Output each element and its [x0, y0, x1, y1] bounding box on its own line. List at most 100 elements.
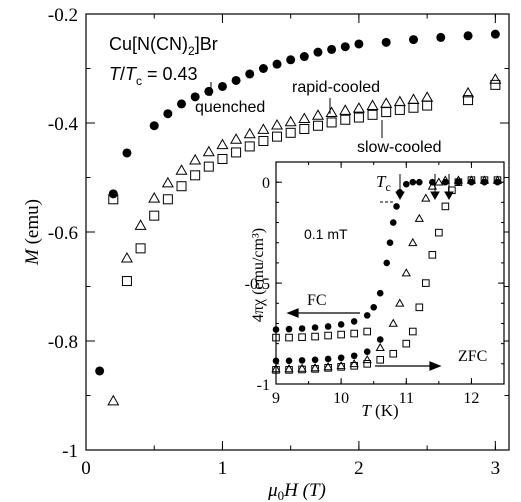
- inset-plot: 9 10 11 12 0 -0.5 -1 T (K) 4πχ (emu/cm³) 0.1 m…: [245, 161, 505, 420]
- slow-cooled-point: [337, 363, 345, 371]
- rapid-cooled-point: [352, 102, 365, 113]
- rapid-cooled-point: [120, 251, 133, 263]
- slow-cooled-point: [121, 276, 132, 287]
- slow-cooled-point: [231, 147, 242, 158]
- inset-x-tick-label: 12: [463, 390, 479, 407]
- quenched-point: [327, 44, 337, 54]
- slow-cooled-point: [285, 366, 293, 374]
- inset-frame: [275, 161, 505, 385]
- quenched-point: [258, 64, 268, 73]
- slow-cooled-point: [203, 161, 214, 172]
- quenched-annotation: quenched: [195, 99, 265, 116]
- inset-y-axis-label: 4πχ (emu/cm³): [250, 228, 267, 322]
- rapid-cooled-point: [395, 298, 405, 307]
- quenched-point: [122, 148, 132, 158]
- main-y-axis-label: M (emu): [22, 199, 43, 266]
- fc-arrow: [286, 308, 360, 318]
- rapid-cooled-point: [189, 153, 202, 165]
- rapid-cooled-point: [362, 354, 372, 364]
- rapid-cooled-point: [271, 364, 281, 373]
- rapid-cooled-point: [230, 133, 243, 144]
- quenched-point: [95, 366, 105, 376]
- slow-cooled-point: [480, 176, 489, 184]
- quenched-zfc-point: [285, 357, 293, 365]
- inset-tick-labels: 9 10 11 12 0 -0.5 -1: [245, 175, 480, 407]
- slow-cooled-point: [409, 327, 417, 336]
- main-y-tick-label: -0.2: [48, 5, 78, 26]
- slow-cooled-point: [363, 360, 371, 368]
- slow-cooled-point: [298, 365, 306, 374]
- quenched-fc-point: [376, 289, 384, 297]
- slow-cooled-point: [422, 279, 430, 287]
- slow-cooled-point: [324, 364, 332, 372]
- rapid-cooled-point: [393, 95, 406, 107]
- main-y-tick-label: -0.4: [48, 114, 79, 135]
- quenched-fc-point: [442, 178, 449, 186]
- quenched-zfc-point: [363, 348, 371, 356]
- rapid-cooled-point: [175, 164, 188, 175]
- slow-cooled-point: [367, 109, 378, 120]
- quenched-fc-point: [350, 318, 358, 325]
- quenched-fc-point: [370, 304, 378, 311]
- slow-cooled-point: [312, 120, 323, 131]
- quenched-point: [272, 59, 282, 69]
- rapid-cooled-point: [284, 115, 297, 127]
- inset-x-tick-label: 9: [272, 390, 280, 407]
- inset-markers: [271, 175, 503, 374]
- quenched-zfc-point: [311, 356, 319, 364]
- quenched-fc-point: [416, 178, 423, 186]
- quenched-fc-point: [386, 239, 394, 247]
- quenched-fc-point: [393, 203, 400, 210]
- rapid-cooled-point: [401, 268, 411, 277]
- rapid-cooled-point: [297, 363, 307, 372]
- slow-cooled-point: [149, 210, 160, 221]
- rapid-cooled-point: [414, 213, 424, 222]
- slow-cooled-zfc-point: [311, 332, 319, 341]
- rapid-cooled-point: [284, 364, 294, 373]
- quenched-point: [286, 55, 296, 65]
- inset-x-tick-label: 10: [333, 390, 349, 407]
- rapid-cooled-point: [427, 181, 437, 190]
- quenched-point: [381, 37, 391, 47]
- rapid-cooled-point: [216, 138, 229, 150]
- slow-cooled-point: [350, 362, 358, 370]
- slow-cooled-zfc-point: [350, 329, 358, 338]
- slow-cooled-point: [493, 176, 502, 184]
- tc-arrows: [395, 174, 454, 201]
- quenched-point: [340, 42, 350, 52]
- quenched-point: [177, 99, 187, 109]
- quenched-zfc-point: [298, 357, 306, 364]
- quenched-fc-point: [311, 324, 319, 331]
- slow-cooled-point: [428, 251, 437, 259]
- quenched-point: [190, 92, 200, 102]
- quenched-fc-point: [285, 325, 293, 333]
- quenched-point: [204, 86, 214, 96]
- quenched-fc-point: [409, 178, 417, 186]
- quenched-point: [149, 121, 159, 131]
- quenched-point: [217, 81, 227, 91]
- quenched-point: [163, 109, 173, 119]
- slow-cooled-point: [408, 102, 419, 113]
- slow-cooled-point: [381, 107, 392, 118]
- inset-x-axis-label: T (K): [361, 401, 398, 420]
- quenched-zfc-point: [376, 336, 384, 343]
- main-x-tick-label: 0: [81, 458, 91, 479]
- slow-cooled-point: [190, 170, 201, 181]
- quenched-point: [299, 52, 309, 62]
- rapid-cooled-point: [107, 394, 120, 406]
- slow-cooled-point: [299, 123, 310, 134]
- main-y-tick-label: -1: [62, 441, 78, 462]
- quenched-point: [245, 69, 255, 79]
- rapid-cooled-point: [298, 112, 311, 124]
- quenched-point: [313, 47, 323, 57]
- slow-cooled-point: [340, 114, 351, 125]
- slow-cooled-zfc-point: [285, 333, 293, 342]
- rapid-cooled-point: [349, 359, 359, 368]
- tc-label: Tc: [376, 172, 391, 194]
- slow-cooled-point: [272, 366, 280, 374]
- main-x-tick-label: 1: [218, 458, 228, 479]
- slow-cooled-point: [272, 131, 283, 142]
- rapid-cooled-point: [336, 361, 346, 370]
- rapid-cooled-point: [440, 175, 451, 184]
